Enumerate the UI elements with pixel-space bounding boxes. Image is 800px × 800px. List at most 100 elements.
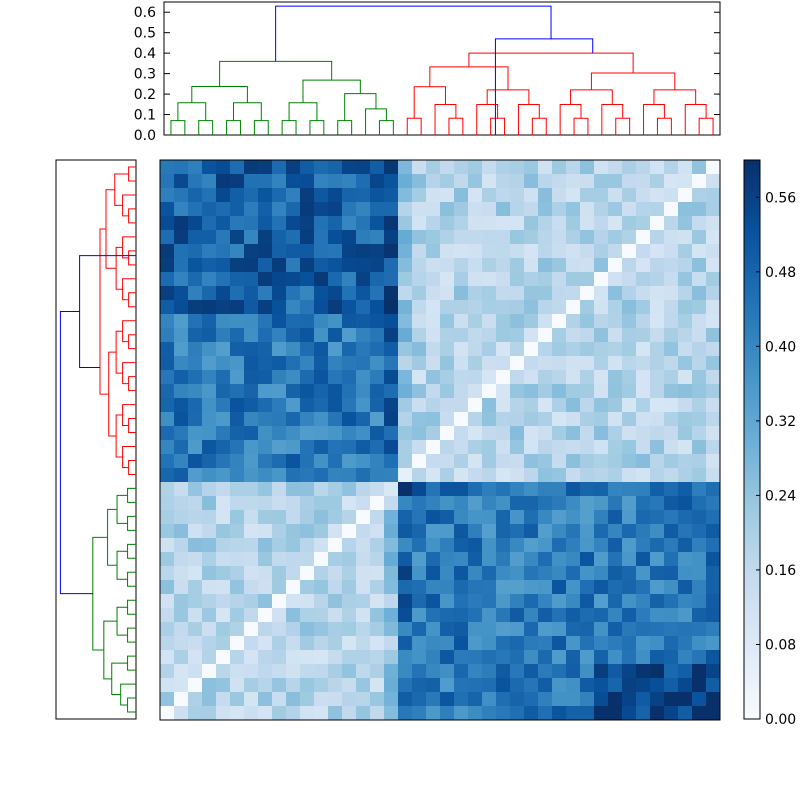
heatmap-cell: [650, 286, 665, 301]
heatmap-cell: [384, 384, 399, 399]
heatmap-cell: [552, 286, 567, 301]
heatmap-cell: [398, 272, 413, 287]
heatmap-cell: [650, 370, 665, 385]
heatmap-cell: [314, 230, 329, 245]
heatmap-cell: [482, 216, 497, 231]
heatmap-cell: [622, 454, 637, 469]
heatmap-cell: [468, 510, 483, 525]
heatmap-cell: [342, 258, 357, 273]
heatmap-cell: [272, 468, 287, 483]
heatmap-cell: [230, 440, 245, 455]
heatmap-cell: [706, 580, 721, 595]
heatmap-cell: [356, 510, 371, 525]
heatmap-cell: [566, 706, 581, 721]
heatmap-cell: [664, 426, 679, 441]
heatmap-cell: [552, 412, 567, 427]
heatmap-cell: [538, 608, 553, 623]
heatmap-cell: [398, 496, 413, 511]
heatmap-cell: [356, 426, 371, 441]
heatmap-cell: [468, 580, 483, 595]
heatmap-cell: [426, 328, 441, 343]
heatmap-cell: [412, 496, 427, 511]
heatmap-cell: [706, 300, 721, 315]
heatmap-cell: [370, 202, 385, 217]
heatmap-cell: [286, 412, 301, 427]
heatmap-cell: [594, 370, 609, 385]
heatmap-cell: [216, 412, 231, 427]
heatmap-cell: [286, 454, 301, 469]
heatmap-cell: [454, 230, 469, 245]
heatmap-cell: [244, 664, 259, 679]
heatmap-cell: [650, 496, 665, 511]
heatmap-cell: [272, 482, 287, 497]
heatmap-cell: [272, 384, 287, 399]
heatmap-cell: [398, 426, 413, 441]
heatmap-cell: [594, 608, 609, 623]
heatmap-cell: [286, 622, 301, 637]
heatmap-cell: [594, 328, 609, 343]
heatmap-cell: [524, 216, 539, 231]
heatmap-cell: [622, 174, 637, 189]
heatmap-cell: [398, 594, 413, 609]
heatmap-cell: [384, 202, 399, 217]
heatmap-cell: [566, 622, 581, 637]
heatmap-cell: [160, 244, 175, 259]
heatmap-cell: [426, 300, 441, 315]
heatmap-cell: [552, 622, 567, 637]
heatmap-cell: [440, 608, 455, 623]
heatmap-cell: [188, 510, 203, 525]
heatmap-cell: [538, 300, 553, 315]
heatmap-cell: [216, 636, 231, 651]
heatmap-cell: [706, 272, 721, 287]
heatmap-cell: [300, 412, 315, 427]
heatmap-cell: [300, 594, 315, 609]
heatmap-cell: [300, 384, 315, 399]
heatmap-cell: [482, 552, 497, 567]
heatmap-cell: [510, 202, 525, 217]
heatmap-cell: [538, 328, 553, 343]
heatmap-cell: [510, 468, 525, 483]
heatmap-cell: [272, 160, 287, 175]
heatmap-cell: [174, 230, 189, 245]
heatmap-cell: [636, 286, 651, 301]
heatmap-cell: [440, 314, 455, 329]
heatmap-cell: [692, 230, 707, 245]
heatmap-cell: [636, 524, 651, 539]
heatmap-cell: [174, 454, 189, 469]
heatmap-cell: [566, 692, 581, 707]
heatmap-cell: [412, 594, 427, 609]
heatmap-cell: [636, 160, 651, 175]
heatmap-cell: [664, 412, 679, 427]
top-y-tick-label: 0.5: [134, 26, 156, 42]
heatmap-cell: [286, 230, 301, 245]
heatmap-cell: [650, 552, 665, 567]
heatmap-cell: [174, 258, 189, 273]
heatmap-cell: [160, 496, 175, 511]
heatmap-cell: [692, 636, 707, 651]
heatmap-cell: [538, 426, 553, 441]
heatmap-cell: [524, 496, 539, 511]
heatmap-cell: [482, 412, 497, 427]
heatmap-cell: [440, 482, 455, 497]
heatmap-cell: [244, 524, 259, 539]
heatmap-cell: [202, 314, 217, 329]
heatmap-cell: [636, 188, 651, 203]
dendrogram-link: [128, 376, 136, 392]
heatmap-cell: [440, 566, 455, 581]
heatmap-cell: [258, 202, 273, 217]
heatmap-cell: [426, 356, 441, 371]
heatmap-cell: [664, 300, 679, 315]
heatmap-cell: [160, 636, 175, 651]
heatmap-cell: [160, 370, 175, 385]
heatmap-cell: [538, 468, 553, 483]
heatmap-cell: [636, 482, 651, 497]
heatmap-cell: [188, 566, 203, 581]
heatmap-cell: [454, 174, 469, 189]
heatmap-cell: [580, 664, 595, 679]
heatmap-cell: [692, 496, 707, 511]
heatmap-cell: [370, 272, 385, 287]
heatmap-cell: [468, 650, 483, 665]
heatmap-cell: [608, 496, 623, 511]
heatmap-cell: [272, 650, 287, 665]
heatmap-cell: [622, 328, 637, 343]
